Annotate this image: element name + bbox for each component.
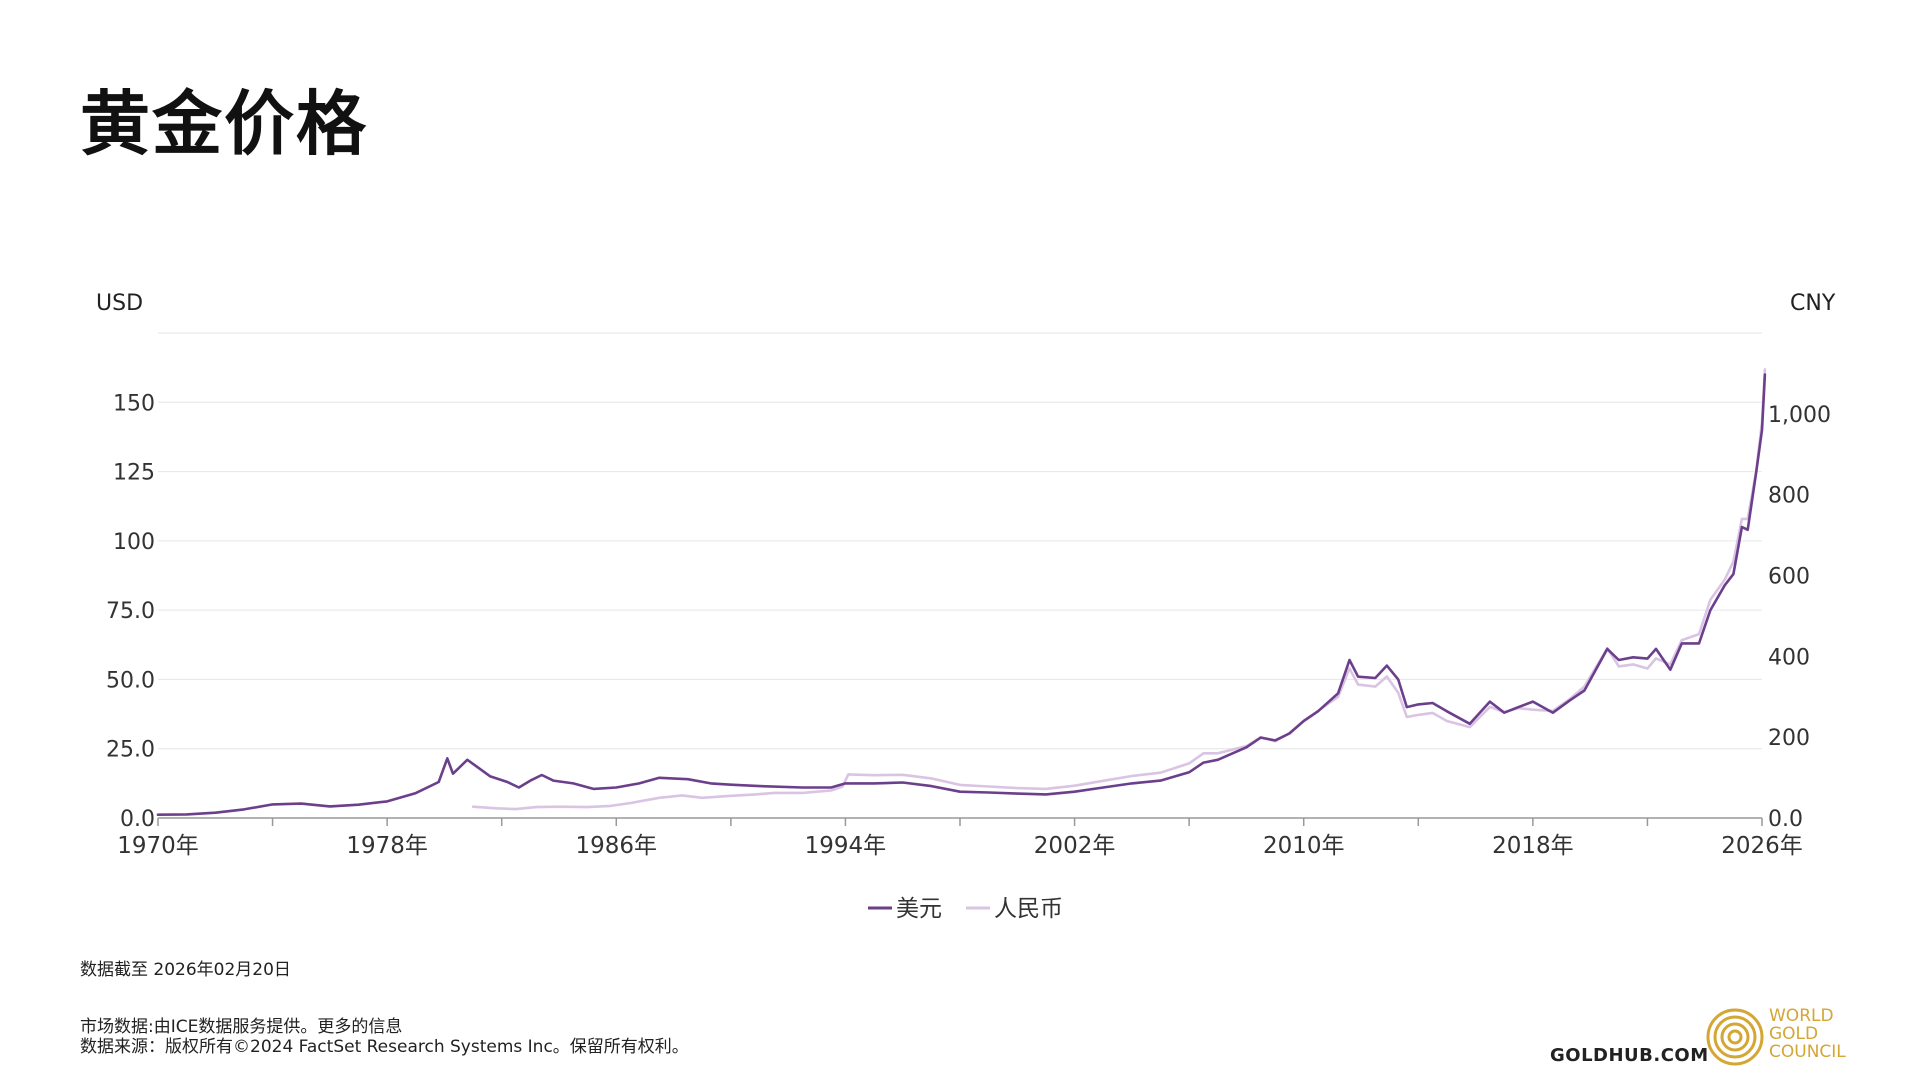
x-tick-label: 2026年 [1721,833,1803,859]
left-tick-label: 50.0 [106,668,155,693]
x-tick-label: 2018年 [1492,833,1574,859]
goldhub-link[interactable]: GOLDHUB.COM [1550,1045,1709,1066]
footnote-source: 数据来源：版权所有©2024 FactSet Research Systems … [80,1037,689,1057]
world-gold-council-logo: WORLD GOLD COUNCIL [1705,1007,1880,1067]
x-tick-label: 2002年 [1034,833,1116,859]
right-tick-label: 1,000 [1768,403,1831,428]
x-tick-label: 1994年 [805,833,887,859]
legend-label-usd: 美元 [896,896,942,922]
cny-series-line [471,368,1767,811]
logo-text: WORLD GOLD COUNCIL [1769,1007,1846,1061]
logo-line-council: COUNCIL [1769,1042,1846,1062]
right-axis-label: CNY [1790,291,1836,316]
footnotes: 市场数据:由ICE数据服务提供。更多的信息 数据来源：版权所有©2024 Fac… [80,1017,689,1057]
left-tick-label: 125 [113,461,155,486]
x-tick-label: 1970年 [117,833,199,859]
left-tick-label: 25.0 [106,738,155,763]
logo-line-gold: GOLD [1769,1024,1819,1044]
left-tick-label: 100 [113,530,155,555]
right-tick-label: 400 [1768,645,1810,670]
right-tick-label: 0.0 [1768,807,1803,832]
page-title: 黄金价格 [80,83,368,165]
logo-line-world: WORLD [1769,1006,1834,1026]
left-tick-label: 75.0 [106,599,155,624]
right-tick-label: 600 [1768,565,1810,590]
footnote-market-data: 市场数据:由ICE数据服务提供。更多的信息 [80,1017,403,1037]
x-tick-label: 1986年 [576,833,658,859]
data-date-note: 数据截至 2026年02月20日 [80,960,291,980]
right-tick-label: 800 [1768,484,1810,509]
right-tick-label: 200 [1768,726,1810,751]
usd-series-line [156,373,1767,816]
left-tick-label: 0.0 [120,807,155,832]
legend-label-cny: 人民币 [994,896,1063,922]
left-tick-label: 150 [113,391,155,416]
left-axis-label: USD [96,291,143,316]
x-tick-label: 2010年 [1263,833,1345,859]
x-tick-label: 1978年 [346,833,428,859]
concentric-circles-icon [1706,1008,1764,1066]
